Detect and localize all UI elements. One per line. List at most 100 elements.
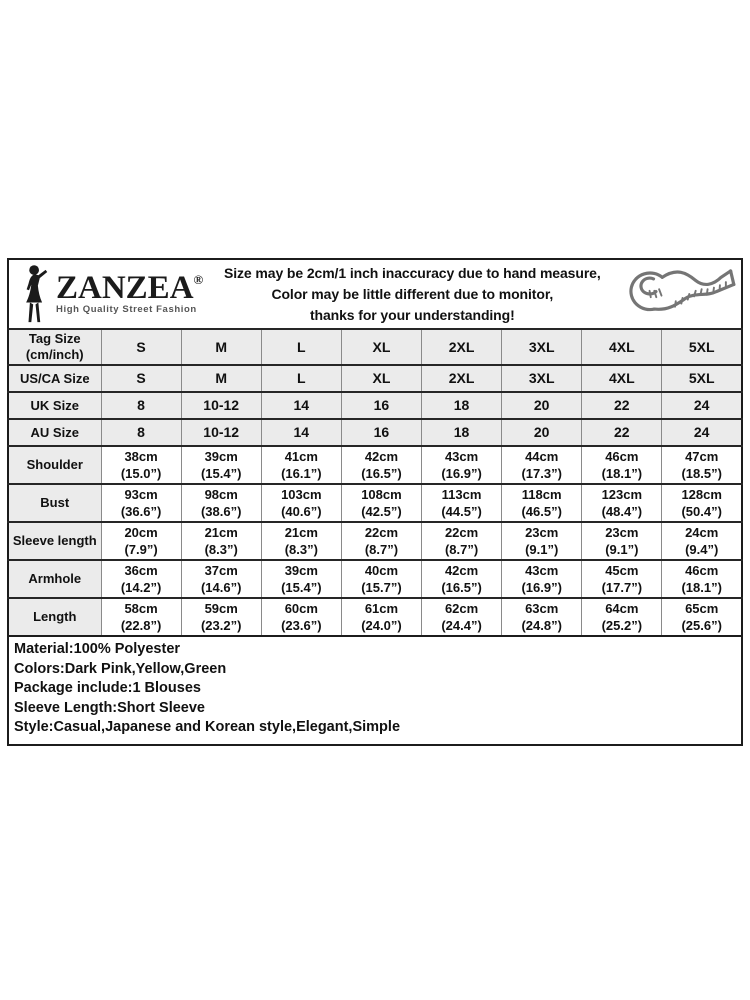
cell-line: 40cm	[364, 563, 399, 578]
cell-line: (42.5”)	[361, 504, 402, 519]
cell-line: 3XL	[528, 338, 555, 355]
cell-line: (17.3”)	[521, 466, 562, 481]
disclaimer-line: Color may be little different due to mon…	[271, 285, 554, 302]
table-cell: 23cm (9.1”)	[581, 521, 663, 561]
cell-line: (9.4”)	[685, 542, 719, 557]
cell-line: 10-12	[203, 424, 240, 440]
cell-line: 14	[293, 424, 310, 440]
table-row: Armhole 36cm (14.2”) 37cm (14.6”) 39cm (15.4”)…	[8, 559, 742, 599]
row-label-line: (cm/inch)	[25, 347, 84, 362]
cell-line: (18.1”)	[681, 580, 722, 595]
cell-line: 24	[693, 397, 710, 413]
table-cell: 64cm (25.2”)	[581, 597, 663, 637]
cell-line: 24cm	[685, 525, 719, 540]
table-cell: 43cm (16.9”)	[420, 445, 503, 485]
cell-line: 5XL	[688, 370, 715, 386]
cell-line: 47cm	[685, 449, 719, 464]
table-row: US/CA Size S M L XL 2XL 3XL 4XL 5XL	[8, 364, 742, 393]
table-cell: 10-12	[180, 391, 262, 420]
cell-line: 93cm	[124, 487, 158, 502]
cell-line: 20	[533, 424, 550, 440]
table-cell: 14	[260, 391, 342, 420]
cell-line: 23cm	[525, 525, 559, 540]
cell-line: M	[215, 370, 228, 386]
cell-line: 113cm	[441, 487, 482, 502]
size-chart-page: ZANZEA® High Quality Street Fashion Size…	[7, 258, 743, 746]
table-cell: S	[100, 328, 182, 366]
cell-line: 43cm	[525, 563, 559, 578]
table-cell: 41cm (16.1”)	[260, 445, 342, 485]
table-cell: M	[180, 364, 262, 393]
cell-line: (50.4”)	[681, 504, 722, 519]
table-cell: 16	[340, 418, 423, 447]
cell-line: (23.2”)	[200, 618, 242, 633]
table-cell: 40cm (15.7”)	[340, 559, 423, 599]
table-cell: L	[260, 328, 342, 366]
row-label-line: Tag Size	[28, 331, 81, 346]
table-cell: 42cm (16.5”)	[420, 559, 503, 599]
cell-line: L	[297, 370, 306, 386]
row-label: Shoulder	[8, 445, 102, 485]
cell-line: (14.6”)	[200, 580, 242, 595]
table-row: Sleeve length 20cm (7.9”) 21cm (8.3”) 21cm (8.…	[8, 521, 742, 561]
cell-line: 18	[453, 397, 470, 413]
cell-line: 46cm	[605, 449, 639, 464]
table-cell: 39cm (15.4”)	[180, 445, 262, 485]
table-cell: 128cm (50.4”)	[661, 483, 742, 523]
details-line: Sleeve Length:Short Sleeve	[14, 699, 205, 716]
table-cell: 61cm (24.0”)	[340, 597, 423, 637]
cell-line: 22	[614, 424, 630, 440]
cell-line: (22.8”)	[120, 618, 162, 633]
row-label: Tag Size (cm/inch)	[8, 328, 102, 366]
table-cell: 98cm (38.6”)	[180, 483, 262, 523]
cell-line: (8.3”)	[284, 542, 318, 557]
cell-line: (24.4”)	[441, 618, 482, 633]
table-cell: 58cm (22.8”)	[100, 597, 182, 637]
cell-line: (16.5”)	[361, 466, 402, 481]
cell-line: (36.6”)	[120, 504, 162, 519]
cell-line: 14	[293, 397, 310, 413]
table-cell: 45cm (17.7”)	[581, 559, 663, 599]
cell-line: 22cm	[444, 525, 479, 540]
table-cell: 2XL	[420, 364, 503, 393]
table-cell: XL	[340, 328, 423, 366]
cell-line: (18.5”)	[681, 466, 722, 481]
cell-line: 45cm	[605, 563, 639, 578]
disclaimer-text: Size may be 2cm/1 inch inaccuracy due to…	[224, 263, 601, 326]
table-cell: M	[180, 328, 262, 366]
table-cell: XL	[340, 364, 423, 393]
cell-line: 5XL	[688, 338, 715, 355]
cell-line: 2XL	[448, 370, 475, 386]
table-cell: 20	[501, 391, 583, 420]
table-row: Length 58cm (22.8”) 59cm (23.2”) 60cm (23.6”) 6…	[8, 597, 742, 637]
cell-line: M	[215, 338, 228, 355]
cell-line: 21cm	[284, 525, 318, 540]
row-label: AU Size	[8, 418, 102, 447]
cell-line: 63cm	[525, 601, 559, 616]
table-cell: 43cm (16.9”)	[501, 559, 583, 599]
brand-name: ZANZEA	[56, 270, 194, 306]
brand-text-block: ZANZEA® High Quality Street Fashion	[56, 270, 203, 316]
cell-line: 128cm	[681, 487, 722, 502]
cell-line: 2XL	[448, 338, 475, 355]
cell-line: 43cm	[444, 449, 479, 464]
row-label-line: Armhole	[28, 571, 82, 586]
table-row: Bust 93cm (36.6”) 98cm (38.6”) 103cm (40.6”) 10…	[8, 483, 742, 523]
size-table: Tag Size (cm/inch) S M L XL 2XL 3XL 4XL 5XL US/CA …	[7, 328, 743, 637]
table-row: UK Size 8 10-12 14 16 18 20 22 24	[8, 391, 742, 420]
cell-line: 20cm	[124, 525, 158, 540]
brand-tagline: High Quality Street Fashion	[56, 304, 197, 315]
brand-logo: ZANZEA® High Quality Street Fashion	[9, 264, 224, 324]
cell-line: 62cm	[444, 601, 479, 616]
cell-line: 24	[693, 424, 710, 440]
table-cell: 20cm (7.9”)	[100, 521, 182, 561]
details-line: Style:Casual,Japanese and Korean style,E…	[14, 719, 401, 735]
table-cell: 8	[100, 391, 182, 420]
table-cell: 8	[100, 418, 182, 447]
table-cell: 18	[420, 391, 503, 420]
cell-line: (24.0”)	[361, 618, 402, 633]
cell-line: (44.5”)	[441, 504, 482, 519]
cell-line: (23.6”)	[281, 618, 322, 633]
cell-line: 3XL	[528, 370, 555, 386]
cell-line: 118cm	[521, 487, 562, 502]
